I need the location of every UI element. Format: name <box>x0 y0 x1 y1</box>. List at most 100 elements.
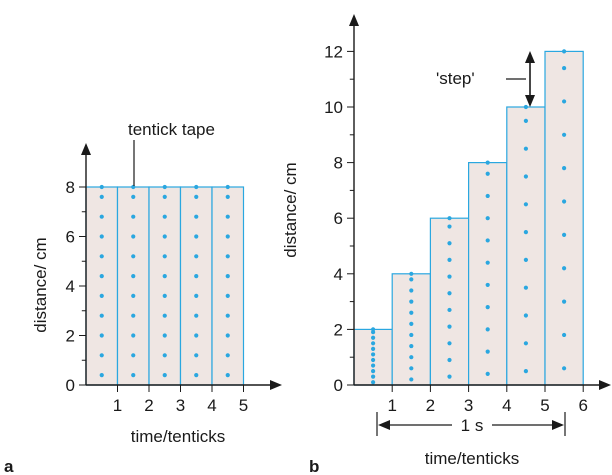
tape-dot <box>447 357 452 363</box>
tape-dot <box>523 118 529 123</box>
bracket-label: 1 s <box>461 416 484 435</box>
tape-dot <box>131 373 136 378</box>
tape-dot <box>409 355 414 360</box>
tape-dot <box>371 346 376 351</box>
x-tick-label: 2 <box>144 396 153 415</box>
tape-dot <box>485 160 490 165</box>
tape-dot <box>225 373 230 378</box>
tape-dot <box>99 234 104 239</box>
x-axis-label-b: time/tenticks <box>425 449 519 468</box>
tape-dot <box>162 293 167 298</box>
dots-a <box>99 184 230 378</box>
tape-dot <box>409 277 414 282</box>
tape-dot <box>485 238 490 243</box>
tape-dot <box>447 224 452 229</box>
x-tick-label: 5 <box>540 396 549 415</box>
y-tick-label: 10 <box>324 98 343 117</box>
axes-b <box>349 14 611 390</box>
y-tick-label: 2 <box>66 327 75 346</box>
tape-dot <box>371 369 376 374</box>
tape-dot <box>562 99 567 104</box>
tape-dot <box>485 371 490 376</box>
tape-dot <box>562 332 567 338</box>
tape-dot <box>99 194 104 199</box>
tape-dot <box>225 234 230 239</box>
tape-dot <box>99 333 104 338</box>
panel-label-a: a <box>4 457 14 475</box>
tape-dot <box>225 214 230 219</box>
tape-dot <box>447 257 452 262</box>
y-tick-label: 0 <box>66 376 75 395</box>
tape-dot <box>99 373 104 378</box>
y-tick-label: 4 <box>66 277 75 296</box>
x-tick-label: 3 <box>176 396 185 415</box>
tape-dot <box>194 194 199 199</box>
x-axis-arrow <box>599 380 611 390</box>
tape-dot <box>99 254 104 259</box>
x-tick-label: 1 <box>387 396 396 415</box>
bars-b <box>353 50 584 386</box>
tape-dot <box>162 214 167 219</box>
tape-dot <box>447 374 452 379</box>
tape-dot <box>485 349 490 354</box>
y-tick-label: 2 <box>334 320 343 339</box>
tape-dot <box>523 202 529 207</box>
time-bracket <box>376 412 566 436</box>
tape-dot <box>562 49 567 54</box>
tape-dot <box>131 214 136 219</box>
x-tick-label: 1 <box>113 396 122 415</box>
tape-dot <box>131 194 136 199</box>
x-tick-label: 4 <box>207 396 216 415</box>
tape-dot <box>131 254 136 259</box>
tape-dot <box>371 341 376 346</box>
tape-dot <box>485 216 490 221</box>
tape-dot <box>194 333 199 338</box>
bar-1 <box>85 186 119 386</box>
tape-dot <box>162 274 167 279</box>
x-axis-arrow <box>270 380 282 390</box>
y-axis-arrow <box>81 143 91 155</box>
x-tick-label: 3 <box>464 396 473 415</box>
x-axis-label-a: time/tenticks <box>131 427 225 446</box>
tape-dot <box>162 184 167 190</box>
y-tick-label: 0 <box>334 376 343 395</box>
tape-dot <box>409 321 414 326</box>
y-tick-label: 6 <box>334 209 343 228</box>
bar-2 <box>116 186 150 386</box>
tape-dot <box>99 184 104 190</box>
tape-dot <box>523 257 529 262</box>
tape-dot <box>523 146 529 151</box>
tape-dot <box>409 299 414 304</box>
tape-dot <box>562 299 567 304</box>
step-arrow <box>506 51 535 107</box>
tape-dot <box>371 380 376 385</box>
tape-dot <box>523 313 529 318</box>
tape-dot <box>485 193 490 199</box>
tape-dot <box>523 285 529 290</box>
tape-dot <box>194 313 199 318</box>
tape-dot <box>225 194 230 199</box>
y-axis-arrow <box>349 14 359 26</box>
tape-dot <box>225 184 230 190</box>
tape-dot <box>225 333 230 338</box>
tape-dot <box>523 369 529 374</box>
tape-dot <box>447 241 452 246</box>
tape-dot <box>131 274 136 279</box>
x-tick-label: 6 <box>578 396 587 415</box>
tape-dot <box>409 310 414 315</box>
tape-dot <box>409 332 414 338</box>
tape-dot <box>225 293 230 298</box>
tape-dot <box>162 353 167 358</box>
y-axis-label-b: distance/ cm <box>281 162 300 257</box>
tape-dot <box>523 341 529 346</box>
ticks-a: 0 2 4 6 8 1 2 3 4 5 <box>66 178 249 415</box>
tape-dot <box>447 307 452 313</box>
panel-label-b: b <box>309 457 319 475</box>
tape-dot <box>371 357 376 363</box>
tape-dot <box>194 234 199 239</box>
tape-dot <box>409 366 414 371</box>
tape-dot <box>562 266 567 271</box>
x-tick-label: 2 <box>426 396 435 415</box>
tape-dot <box>162 333 167 338</box>
